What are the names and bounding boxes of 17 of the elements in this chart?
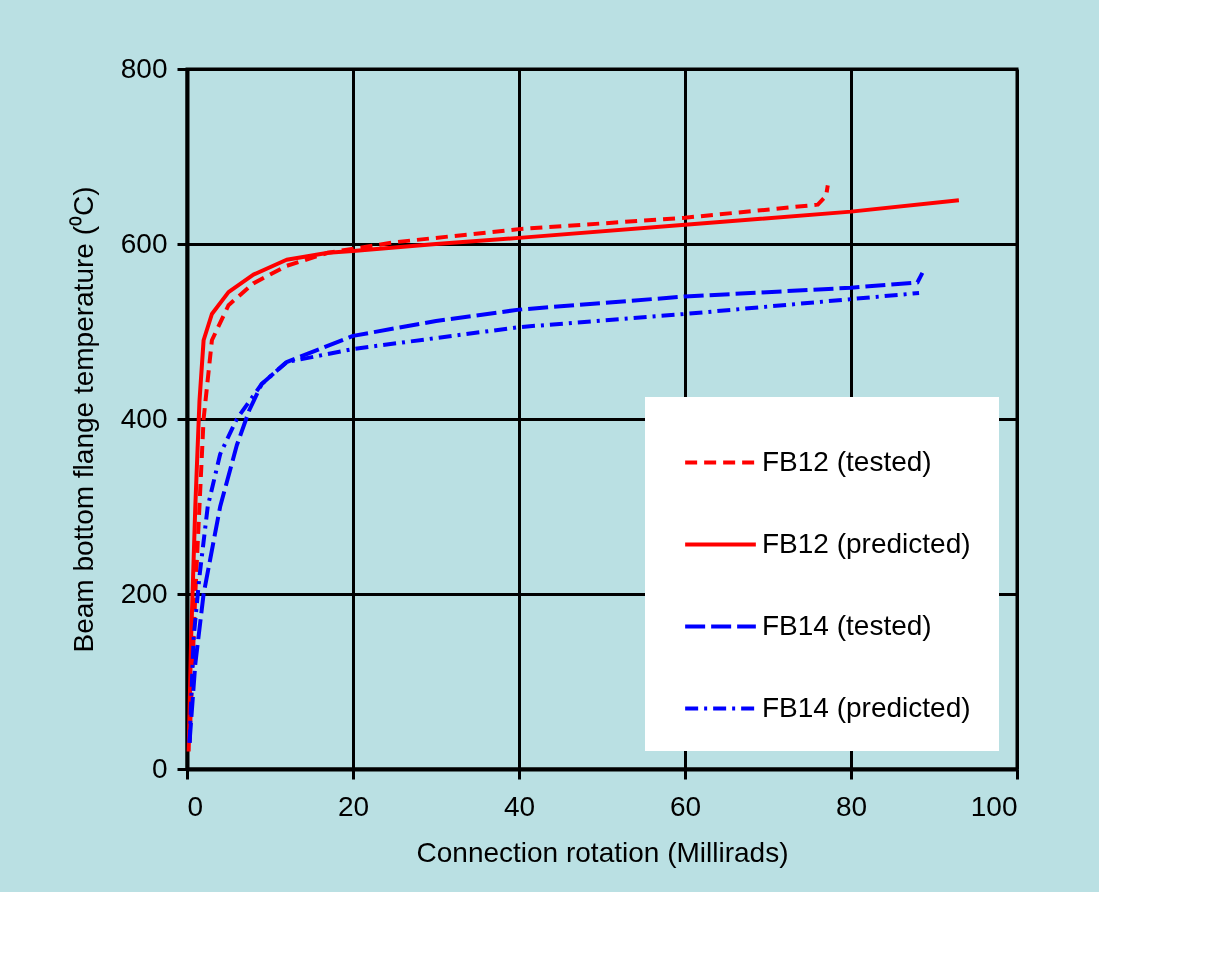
y-tick-label: 0 <box>151 752 168 784</box>
x-tick-label: 40 <box>503 790 536 822</box>
legend-label: FB12 (predicted) <box>762 527 971 559</box>
y-tick-label: 400 <box>120 402 168 434</box>
y-tick-label: 800 <box>120 52 168 84</box>
x-tick-label: 80 <box>835 790 868 822</box>
legend-label: FB14 (predicted) <box>762 691 971 723</box>
x-tick-label: 20 <box>337 790 370 822</box>
legend-label: FB12 (tested) <box>762 445 932 477</box>
x-tick-label: 60 <box>669 790 702 822</box>
y-axis-title: Beam bottom flange temperature (⁰C) <box>67 186 99 653</box>
x-tick-label: 100 <box>970 790 1018 822</box>
x-axis-title: Connection rotation (Millirads) <box>416 836 789 868</box>
y-tick-label: 600 <box>120 227 168 259</box>
legend-label: FB14 (tested) <box>762 609 932 641</box>
y-tick-label: 200 <box>120 577 168 609</box>
x-tick-label: 0 <box>187 790 204 822</box>
